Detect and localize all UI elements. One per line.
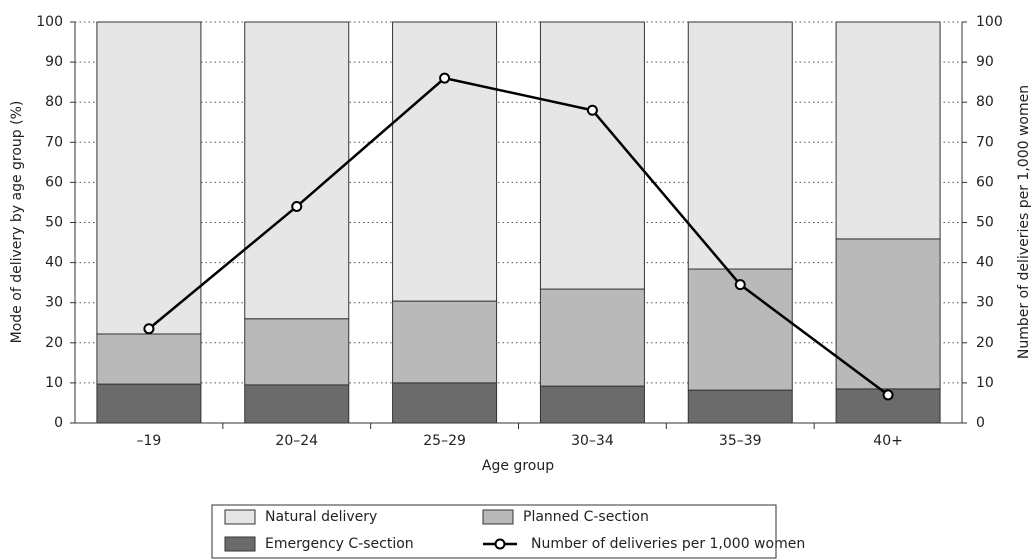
- line-point: [882, 389, 894, 401]
- y-tick-label: 50: [45, 215, 63, 231]
- x-tick-label: 35–39: [719, 433, 762, 449]
- bar-segment: [392, 382, 498, 424]
- y-tick-label: 20: [45, 335, 63, 351]
- y-tick-label: 30: [45, 295, 63, 311]
- bar-segment: [539, 385, 645, 424]
- line-point: [439, 72, 451, 84]
- y2-tick-label: 70: [976, 134, 994, 150]
- y2-tick-label: 30: [976, 295, 994, 311]
- legend-box: [211, 504, 777, 559]
- bar-segment: [835, 238, 941, 390]
- y-tick-label: 40: [45, 255, 63, 271]
- bar-segment: [244, 21, 350, 320]
- bar-segment: [539, 288, 645, 387]
- x-tick-label: 25–29: [423, 433, 466, 449]
- y-tick-label: 60: [45, 174, 63, 190]
- bar-segment: [96, 383, 202, 424]
- bar-segment: [835, 21, 941, 240]
- y2-tick-label: 100: [976, 14, 1003, 30]
- bar-segment: [96, 333, 202, 385]
- y2-tick-label: 20: [976, 335, 994, 351]
- x-tick-label: 30–34: [571, 433, 614, 449]
- bar-segment: [244, 384, 350, 424]
- line-point: [734, 279, 746, 291]
- y2-tick-label: 50: [976, 215, 994, 231]
- y-axis-label: Mode of delivery by age group (%): [9, 101, 25, 344]
- bar-segment: [244, 318, 350, 386]
- legend-label: Number of deliveries per 1,000 women: [531, 536, 805, 552]
- bar-segment: [96, 21, 202, 335]
- x-tick-label: 40+: [873, 433, 903, 449]
- legend-label: Emergency C-section: [265, 536, 414, 552]
- y2-tick-label: 10: [976, 375, 994, 391]
- y2-tick-label: 40: [976, 255, 994, 271]
- y-tick-label: 10: [45, 375, 63, 391]
- bar-segment: [539, 21, 645, 290]
- line-point: [291, 200, 303, 212]
- x-tick-label: 20–24: [275, 433, 318, 449]
- y-tick-label: 90: [45, 54, 63, 70]
- y2-axis-label: Number of deliveries per 1,000 women: [1016, 85, 1032, 359]
- bar-segment: [687, 389, 793, 424]
- legend-swatch: [482, 509, 514, 525]
- y-tick-label: 80: [45, 94, 63, 110]
- y2-tick-label: 0: [976, 415, 985, 431]
- x-axis-label: Age group: [482, 458, 554, 474]
- y2-tick-label: 80: [976, 94, 994, 110]
- bar-segment: [392, 21, 498, 302]
- legend-swatch: [224, 509, 256, 525]
- bar-segment: [392, 300, 498, 384]
- y2-tick-label: 90: [976, 54, 994, 70]
- bar-segment: [687, 21, 793, 270]
- line: [148, 76, 889, 396]
- x-tick-label: –19: [137, 433, 162, 449]
- legend-swatch: [224, 536, 256, 552]
- y-tick-label: 70: [45, 134, 63, 150]
- legend-label: Planned C-section: [523, 509, 649, 525]
- y-tick-label: 100: [36, 14, 63, 30]
- y-tick-label: 0: [54, 415, 63, 431]
- line-point: [586, 104, 598, 116]
- legend-label: Natural delivery: [265, 509, 377, 525]
- legend-marker: [494, 538, 506, 550]
- y2-tick-label: 60: [976, 174, 994, 190]
- line-point: [143, 323, 155, 335]
